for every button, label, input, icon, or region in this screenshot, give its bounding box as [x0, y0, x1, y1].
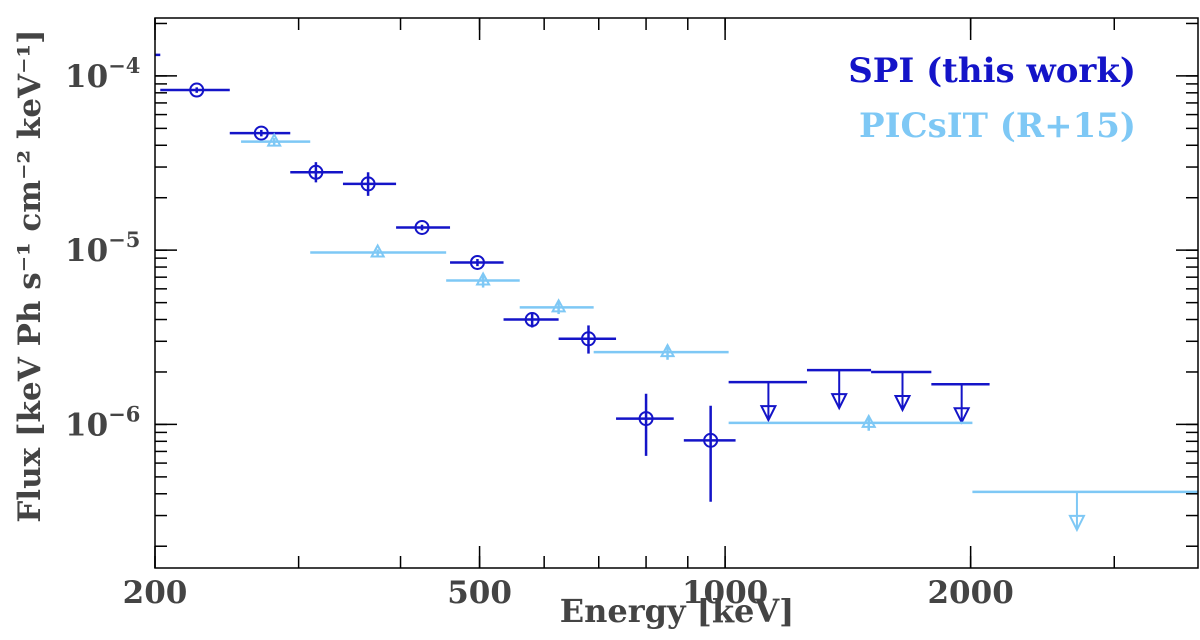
legend-spi: SPI (this work)	[848, 51, 1136, 91]
plot-frame	[154, 17, 1199, 569]
data-point	[396, 219, 451, 235]
data-point	[683, 405, 736, 502]
upper-limit-arrow	[1068, 514, 1086, 533]
y-tick-exponent: −5	[108, 227, 140, 252]
triangle-marker	[266, 132, 282, 147]
data-point	[558, 325, 617, 354]
data-point	[241, 132, 311, 147]
data-point	[728, 413, 973, 431]
triangle-marker	[659, 343, 676, 358]
triangle-marker	[475, 271, 491, 286]
circle-marker	[703, 432, 719, 448]
data-point	[342, 172, 397, 196]
triangle-marker	[861, 413, 877, 428]
x-tick-label: 1000	[682, 575, 768, 611]
y-axis-label: Flux [keV Ph s⁻¹ cm⁻² keV⁻¹]	[12, 29, 48, 522]
circle-marker	[414, 219, 430, 235]
circle-marker	[360, 176, 376, 192]
y-tick-label: 10−6	[65, 401, 140, 443]
y-tick-exponent: −6	[108, 401, 140, 426]
y-tick-exponent: −4	[108, 53, 140, 78]
triangle-marker	[369, 243, 386, 258]
upper-limit-point	[806, 368, 872, 411]
upper-limit-point	[972, 490, 1198, 533]
upper-limit-arrow	[893, 394, 912, 413]
circle-marker	[308, 164, 324, 180]
data-point	[450, 254, 504, 270]
circle-marker	[189, 82, 205, 98]
data-point	[446, 271, 520, 288]
upper-limit-arrow	[830, 393, 848, 411]
x-axis-label: Energy [keV]	[560, 592, 795, 630]
circle-marker	[638, 411, 654, 427]
legend-picsit: PICsIT (R+15)	[859, 106, 1136, 146]
circle-marker	[580, 331, 596, 347]
x-tick-label: 500	[447, 575, 512, 611]
series-picsit	[241, 132, 1198, 533]
y-tick-label: 10−4	[65, 53, 140, 95]
upper-limit-arrow	[759, 405, 778, 423]
data-point	[290, 162, 343, 183]
upper-limit-arrow	[953, 407, 971, 425]
upper-limit-point	[931, 383, 990, 425]
data-point	[593, 343, 729, 360]
data-point	[310, 243, 447, 258]
data-point	[503, 312, 559, 328]
circle-marker	[469, 254, 485, 270]
upper-limit-point	[728, 380, 807, 423]
data-point	[229, 125, 291, 141]
data-point	[160, 82, 230, 98]
triangle-marker	[550, 298, 567, 313]
series-spi	[155, 53, 990, 502]
x-tick-label: 2000	[927, 575, 1013, 611]
data-point	[616, 393, 674, 456]
circle-marker	[524, 312, 540, 328]
circle-marker	[253, 125, 269, 141]
data-point	[519, 298, 594, 315]
upper-limit-point	[871, 370, 932, 413]
x-tick-label: 200	[123, 575, 188, 611]
y-tick-label: 10−5	[65, 227, 140, 269]
